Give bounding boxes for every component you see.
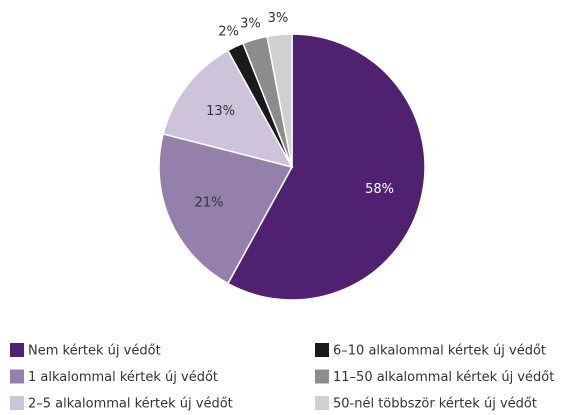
data-label: 21% bbox=[195, 195, 224, 210]
data-label: 2% bbox=[218, 25, 239, 40]
data-label: 58% bbox=[365, 182, 394, 197]
legend-label: 2–5 alkalommal kértek új védőt bbox=[28, 397, 233, 412]
legend-swatch bbox=[10, 343, 24, 357]
pie-slice bbox=[226, 33, 426, 301]
legend-label: 6–10 alkalommal kértek új védőt bbox=[333, 344, 546, 359]
legend-label: 11–50 alkalommal kértek új védőt bbox=[333, 370, 554, 385]
pie-slice bbox=[162, 49, 294, 169]
pie-slice bbox=[266, 33, 293, 168]
legend-swatch bbox=[10, 396, 24, 410]
legend-swatch bbox=[315, 369, 329, 384]
legend-label: Nem kértek új védőt bbox=[28, 344, 161, 359]
legend-label: 1 alkalommal kértek új védőt bbox=[28, 370, 218, 385]
legend-swatch bbox=[315, 396, 329, 410]
legend-swatch bbox=[10, 369, 24, 384]
legend-label: 50-nél többször kértek új védőt bbox=[333, 397, 537, 412]
pie-slice bbox=[158, 133, 294, 285]
data-label: 13% bbox=[206, 104, 235, 119]
data-label: 3% bbox=[268, 11, 289, 26]
legend-swatch bbox=[315, 343, 329, 357]
data-label: 3% bbox=[240, 16, 261, 31]
